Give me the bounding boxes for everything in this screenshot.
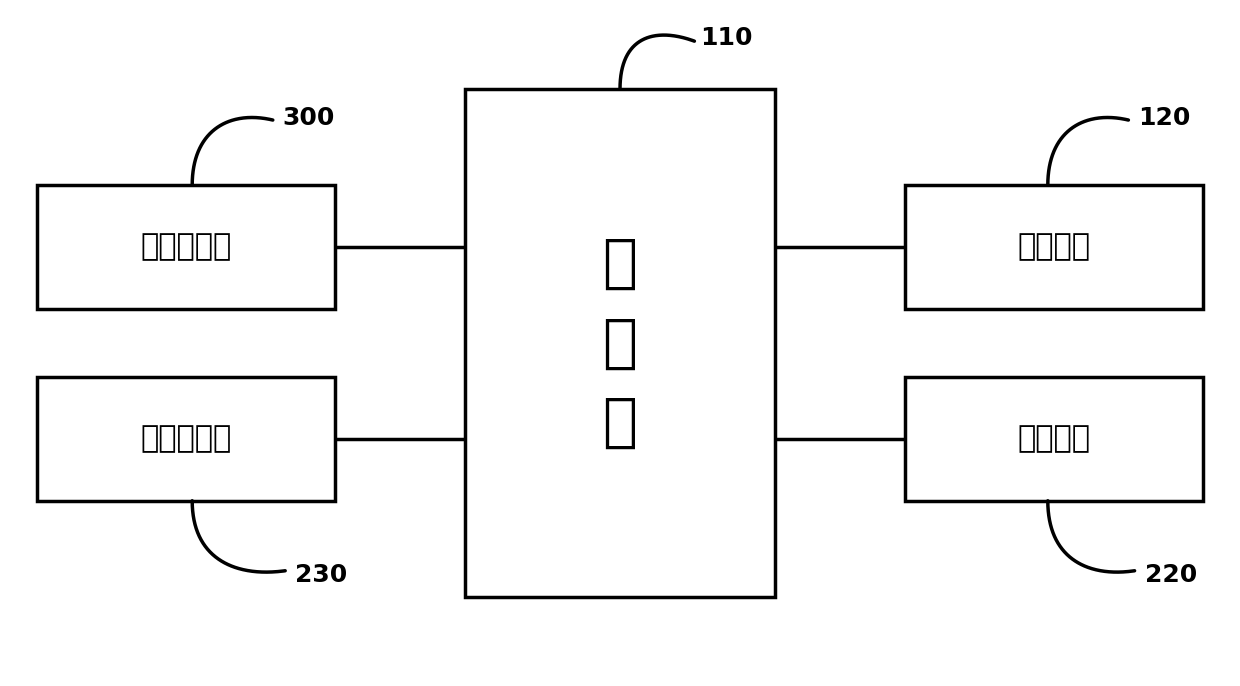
- Text: 220: 220: [1145, 563, 1197, 587]
- Bar: [37, 377, 335, 501]
- Text: 230: 230: [295, 563, 347, 587]
- Text: 水温传感器: 水温传感器: [140, 425, 232, 453]
- Text: 110: 110: [701, 26, 753, 49]
- Bar: [905, 185, 1203, 309]
- Text: 温度传感器: 温度传感器: [140, 233, 232, 261]
- Bar: [905, 377, 1203, 501]
- Text: 300: 300: [283, 106, 335, 130]
- Text: 水循环泵: 水循环泵: [1018, 425, 1090, 453]
- Bar: [37, 185, 335, 309]
- Text: 120: 120: [1138, 106, 1190, 130]
- Bar: [465, 89, 775, 597]
- Text: 控
制
器: 控 制 器: [603, 235, 637, 451]
- Text: 执行部件: 执行部件: [1018, 233, 1090, 261]
